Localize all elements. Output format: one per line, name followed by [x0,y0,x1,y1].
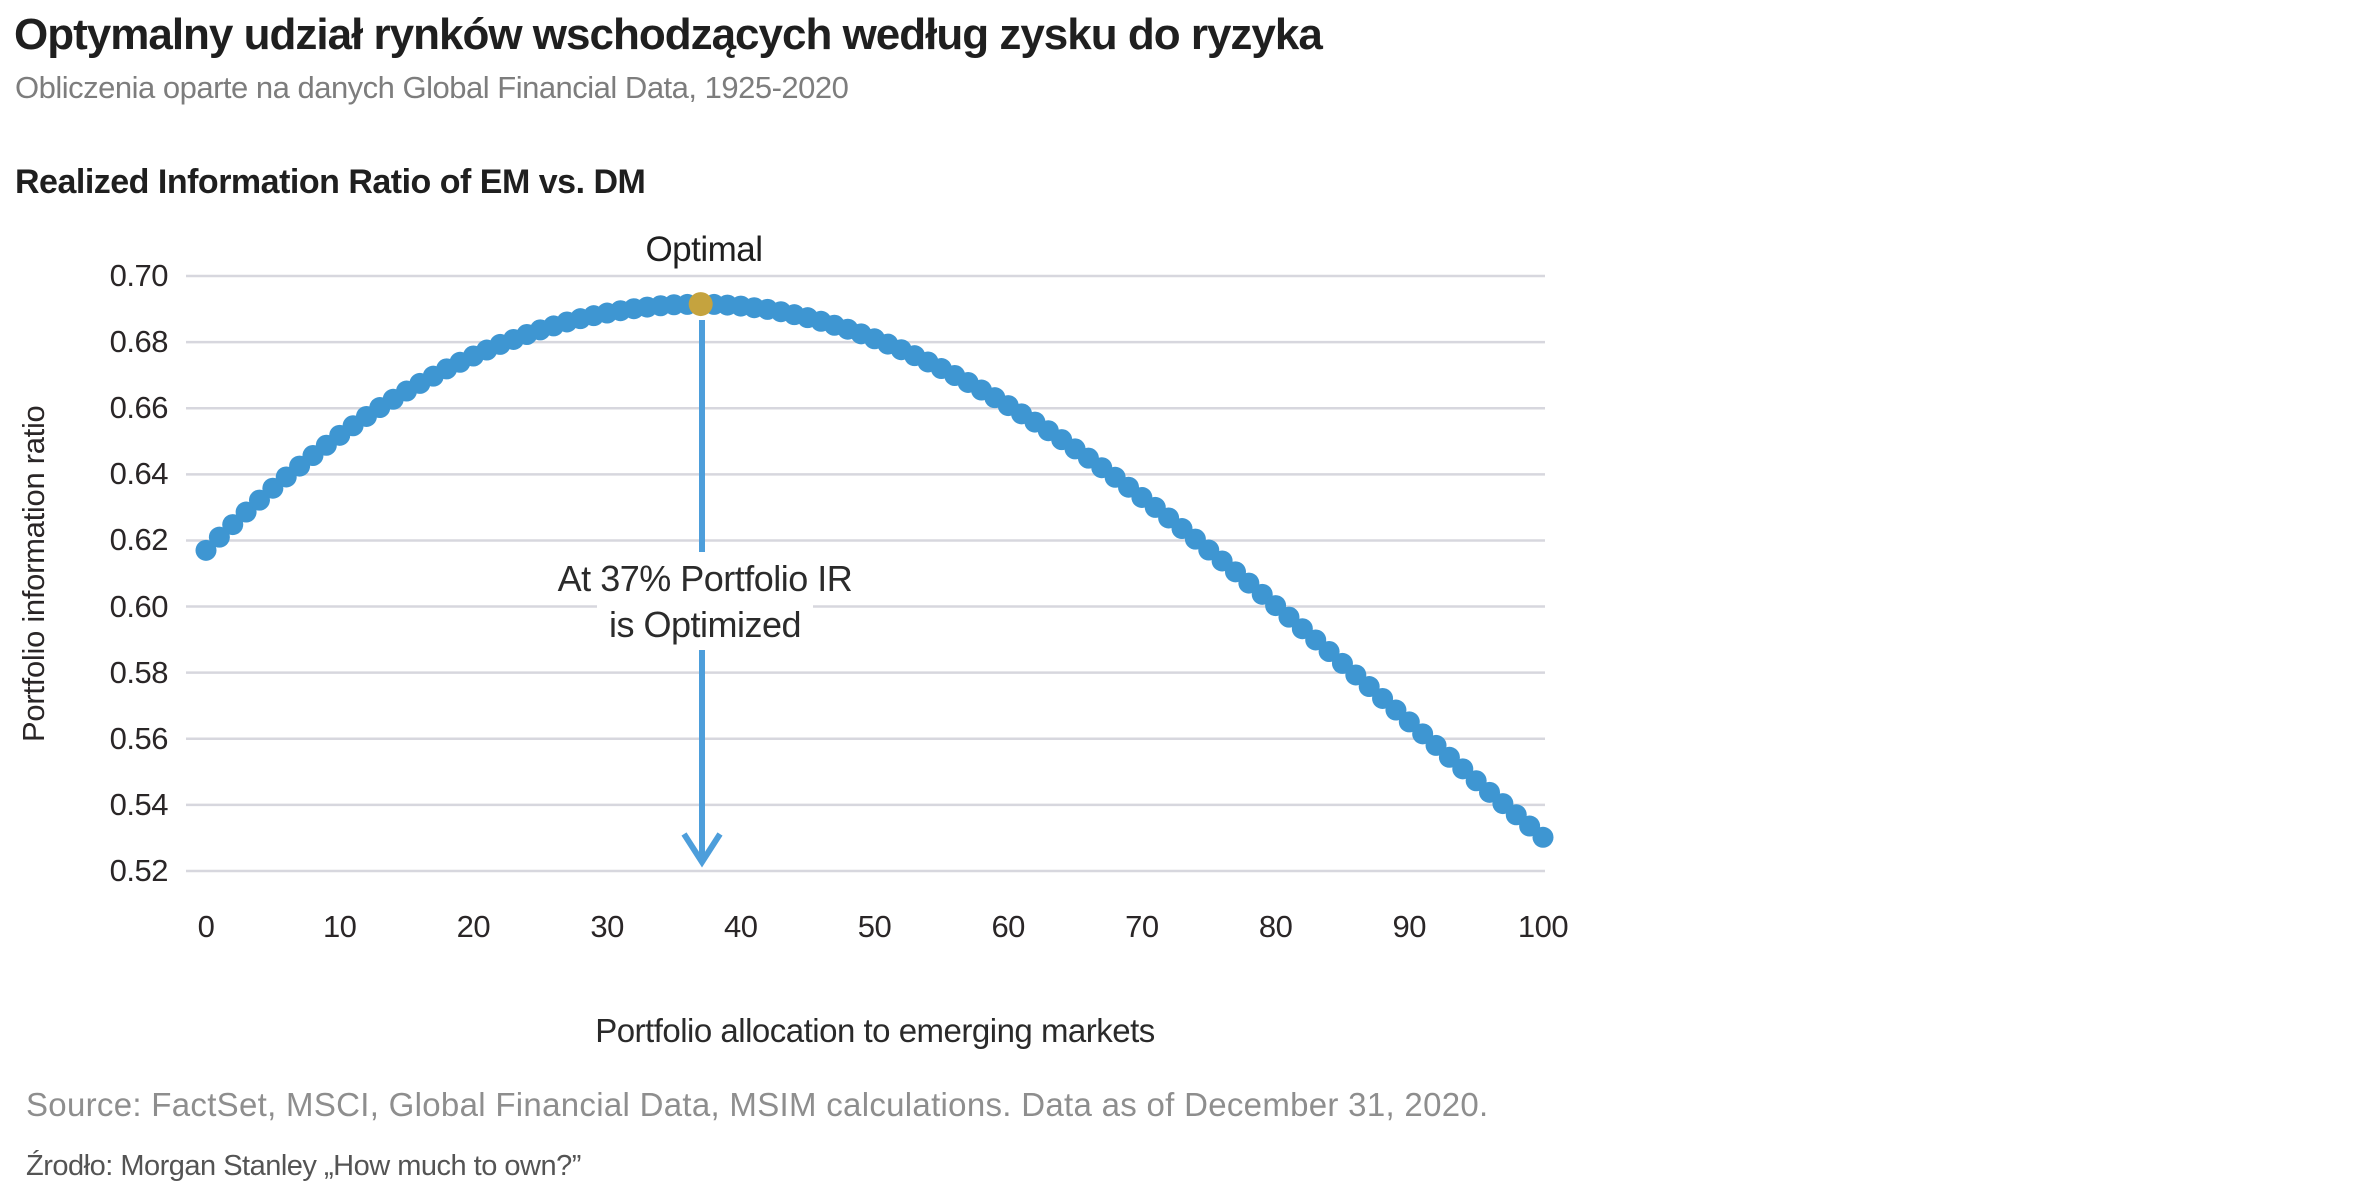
source-note-pl: Źrodło: Morgan Stanley „How much to own?… [26,1150,581,1182]
data-point [1532,826,1554,848]
x-axis-title: Portfolio allocation to emerging markets [595,1012,1155,1049]
x-tick-label: 60 [991,909,1025,944]
y-tick-label: 0.66 [109,390,169,426]
page-subtitle: Obliczenia oparte na danych Global Finan… [15,70,849,105]
x-tick-label: 90 [1392,909,1427,944]
data-point [222,514,244,536]
optimal-annotation: Optimal [645,230,763,269]
x-tick-label: 40 [724,909,758,944]
chart-title: Realized Information Ratio of EM vs. DM [15,163,646,201]
y-tick-label: 0.58 [109,654,169,690]
x-tick-label: 50 [857,909,892,944]
callout-annotation: At 37% Portfolio IR is Optimized [455,556,955,648]
gridlines [186,274,1545,873]
optimal-arrow [681,320,723,868]
x-tick-label: 10 [322,909,357,944]
optimal-data-point [688,292,713,317]
data-point [195,539,217,561]
y-tick-label: 0.70 [109,258,169,293]
callout-line2: is Optimized [596,602,814,648]
callout-line1: At 37% Portfolio IR [557,558,853,599]
data-point [208,526,230,548]
x-tick-label: 20 [456,909,491,944]
x-tick-label: 30 [590,909,624,944]
optimal-arrowhead-icon [681,832,723,868]
x-tick-label: 80 [1258,909,1293,944]
x-tick-label: 0 [197,909,215,944]
y-tick-label: 0.54 [109,786,169,822]
y-axis-title: Portfolio information ratio [16,405,51,742]
data-points [195,292,1554,848]
y-tick-label: 0.64 [109,456,169,492]
page-title: Optymalny udział rynków wschodzących wed… [14,10,1323,59]
source-note: Source: FactSet, MSCI, Global Financial … [26,1086,1489,1123]
y-tick-label: 0.52 [109,853,169,888]
y-tick-label: 0.68 [109,324,169,360]
x-tick-label: 70 [1125,909,1159,944]
y-tick-label: 0.62 [109,522,169,558]
x-tick-label: 100 [1517,909,1569,944]
y-tick-label: 0.60 [109,588,169,624]
y-tick-label: 0.56 [109,720,169,756]
